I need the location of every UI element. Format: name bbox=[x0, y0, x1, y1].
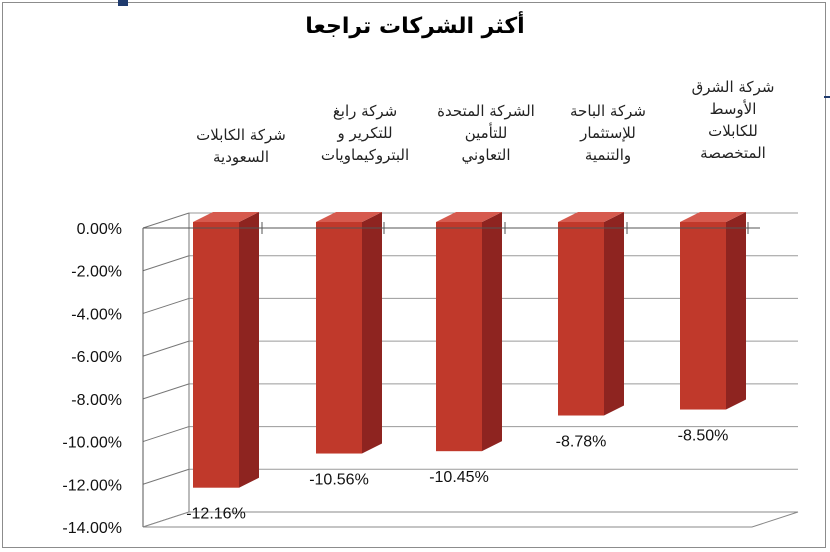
edge-mark bbox=[824, 96, 830, 98]
data-label: -12.16% bbox=[186, 506, 246, 523]
y-tick-label: 0.00% bbox=[77, 221, 122, 238]
y-tick-label: -4.00% bbox=[71, 306, 122, 323]
grid-diagonal bbox=[142, 212, 190, 229]
chart-title: أكثر الشركات تراجعا bbox=[305, 14, 525, 39]
window-accent-tab bbox=[118, 0, 128, 6]
bar-side bbox=[239, 212, 259, 488]
y-tick-label: -12.00% bbox=[62, 477, 122, 494]
bar bbox=[436, 222, 482, 452]
grid-diagonal bbox=[142, 340, 190, 357]
category-label-4: شركة الباحة للإستثمار والتنمية bbox=[570, 102, 646, 164]
y-tick-label: -6.00% bbox=[71, 349, 122, 366]
bar-top bbox=[558, 212, 624, 222]
grid-diagonal bbox=[142, 255, 190, 272]
bar-side bbox=[482, 212, 502, 452]
category-label-5: شركة الشرق الأوسط للكابلات المتخصصة bbox=[691, 78, 775, 162]
chart-floor bbox=[142, 511, 799, 528]
bar-top bbox=[680, 212, 746, 222]
grid-diagonal bbox=[142, 297, 190, 314]
bar-side bbox=[604, 212, 624, 416]
bar bbox=[558, 222, 604, 416]
data-label: -8.78% bbox=[556, 434, 607, 451]
bar bbox=[316, 222, 362, 454]
data-label: -10.56% bbox=[309, 472, 369, 489]
bar bbox=[680, 222, 726, 410]
data-label: -8.50% bbox=[678, 428, 729, 445]
category-label-1: شركة الكابلات السعودية bbox=[196, 126, 286, 166]
y-tick-label: -2.00% bbox=[71, 264, 122, 281]
grid-diagonal bbox=[142, 426, 190, 443]
category-label-3: الشركة المتحدة للتأمين التعاوني bbox=[437, 102, 535, 164]
y-tick-label: -10.00% bbox=[62, 435, 122, 452]
grid-diagonal bbox=[142, 468, 190, 485]
y-tick-label: -8.00% bbox=[71, 392, 122, 409]
bar-side bbox=[362, 212, 382, 454]
y-tick-label: -14.00% bbox=[62, 520, 122, 537]
bar-top bbox=[436, 212, 502, 222]
category-label-2: شركة رابغ للتكرير و البتروكيماويات bbox=[320, 102, 410, 164]
bar-side bbox=[726, 212, 746, 410]
bar-top bbox=[193, 212, 259, 222]
bar bbox=[193, 222, 239, 488]
data-label: -10.45% bbox=[429, 469, 489, 486]
bar-top bbox=[316, 212, 382, 222]
grid-diagonal bbox=[142, 383, 190, 400]
